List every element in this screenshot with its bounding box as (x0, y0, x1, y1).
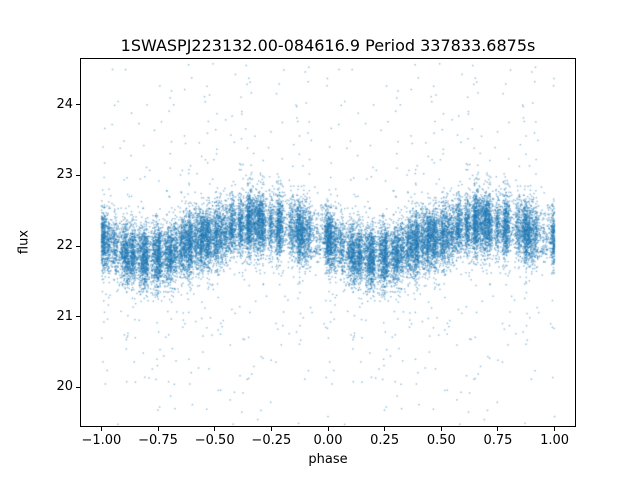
plot-area (80, 58, 576, 427)
x-tick-mark (270, 427, 272, 431)
y-tick-label: 20 (56, 379, 73, 395)
x-tick-mark (554, 427, 556, 431)
scatter-canvas (81, 59, 575, 426)
y-tick-label: 21 (56, 308, 73, 324)
y-tick-mark (76, 245, 80, 247)
x-tick-label: 0.50 (426, 433, 456, 448)
x-tick-mark (384, 427, 386, 431)
y-tick-mark (76, 104, 80, 106)
x-tick-mark (157, 427, 159, 431)
y-tick-label: 22 (56, 238, 73, 254)
y-tick-mark (76, 174, 80, 176)
x-tick-mark (214, 427, 216, 431)
y-tick-mark (76, 386, 80, 388)
y-tick-mark (76, 316, 80, 318)
x-tick-label: −0.50 (194, 433, 235, 448)
x-tick-label: 0.00 (313, 433, 343, 448)
x-tick-label: 1.00 (540, 433, 570, 448)
y-tick-label: 23 (56, 167, 73, 183)
x-axis-label: phase (308, 452, 348, 467)
x-tick-mark (327, 427, 329, 431)
chart-title: 1SWASPJ223132.00-084616.9 Period 337833.… (120, 36, 536, 55)
y-tick-label: 24 (56, 96, 73, 112)
x-tick-label: −1.00 (81, 433, 122, 448)
x-tick-label: −0.25 (251, 433, 292, 448)
x-tick-mark (497, 427, 499, 431)
x-tick-label: 0.75 (483, 433, 513, 448)
x-tick-label: 0.25 (370, 433, 400, 448)
x-tick-mark (100, 427, 102, 431)
y-axis-label: flux (16, 229, 32, 255)
x-tick-label: −0.75 (138, 433, 178, 448)
x-tick-mark (440, 427, 442, 431)
